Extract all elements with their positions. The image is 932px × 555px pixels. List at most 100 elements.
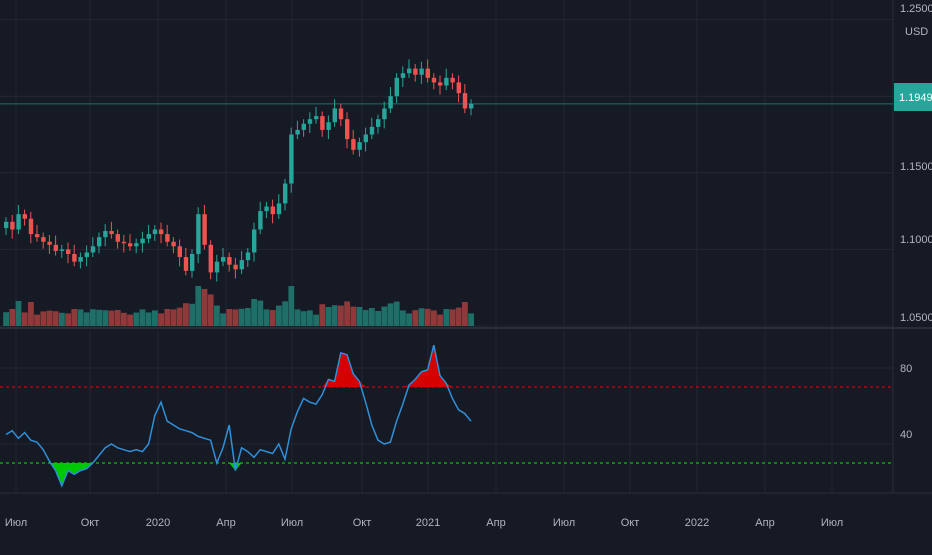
time-tick-label[interactable]: 2022: [685, 517, 709, 529]
volume-bar: [71, 309, 78, 326]
candle-body: [227, 257, 232, 265]
candle-body: [103, 231, 108, 238]
volume-bar: [307, 310, 313, 326]
volume-bar: [9, 309, 16, 326]
candle-body: [233, 264, 238, 270]
volume-bar: [269, 310, 276, 326]
volume-bar: [375, 311, 381, 326]
candle-body: [171, 241, 176, 247]
candle-body: [326, 122, 331, 130]
candle-body: [159, 229, 164, 235]
time-tick-label[interactable]: Окт: [81, 517, 100, 529]
time-tick-label[interactable]: Июл: [281, 517, 303, 529]
candle-body: [72, 253, 77, 262]
candle-body: [28, 218, 34, 235]
volume-bar: [381, 306, 388, 326]
candle-body: [202, 214, 207, 245]
candle-body: [456, 82, 461, 94]
volume-bar: [369, 308, 375, 326]
volume-bar: [356, 307, 363, 326]
volume-bar: [387, 303, 394, 326]
candle-body: [382, 108, 387, 120]
candle-body: [128, 243, 133, 247]
candle-body: [59, 249, 65, 251]
volume-bar: [232, 309, 239, 326]
volume-bar: [245, 308, 251, 326]
time-tick-label[interactable]: Апр: [216, 517, 235, 529]
candle-body: [146, 234, 151, 239]
volume-bar: [406, 313, 412, 326]
volume-bar: [121, 312, 127, 326]
volume-bar: [34, 314, 40, 326]
volume-bar: [3, 312, 10, 326]
volume-bar: [214, 305, 220, 326]
volume-bar: [207, 294, 214, 326]
volume-bar: [338, 305, 344, 326]
volume-bar: [431, 310, 437, 326]
volume-bar: [59, 312, 65, 326]
time-tick-label[interactable]: Окт: [621, 517, 640, 529]
volume-bar: [424, 308, 431, 326]
volume-bar: [40, 311, 47, 326]
currency-label[interactable]: USD: [905, 26, 928, 38]
volume-bar: [108, 310, 115, 326]
candle-body: [16, 214, 21, 230]
volume-bar: [313, 314, 319, 326]
volume-bar: [127, 314, 133, 326]
volume-bar: [362, 310, 369, 326]
candle-body: [332, 108, 337, 123]
volume-bar: [449, 309, 456, 326]
candle-body: [78, 257, 83, 262]
volume-bar: [443, 309, 450, 326]
time-tick-label[interactable]: Апр: [755, 517, 774, 529]
candle-body: [376, 119, 381, 127]
candle-body: [388, 96, 393, 109]
volume-bar: [319, 304, 326, 326]
candle-body: [41, 237, 46, 242]
candle-body: [407, 68, 412, 74]
price-tick-label[interactable]: 1.15000: [900, 161, 932, 173]
candle-body: [369, 126, 375, 135]
volume-bar: [294, 309, 301, 326]
time-tick-label[interactable]: Апр: [486, 517, 505, 529]
price-tick-label[interactable]: 1.05000: [900, 312, 932, 324]
candle-body: [165, 234, 170, 242]
candle-body: [276, 203, 282, 215]
candle-body: [109, 231, 114, 235]
candle-body: [301, 123, 306, 130]
time-tick-label[interactable]: Июл: [553, 517, 575, 529]
candle-body: [345, 119, 350, 140]
volume-bar: [15, 301, 22, 326]
candle-body: [196, 214, 201, 254]
candle-body: [239, 260, 244, 270]
time-tick-label[interactable]: 2021: [416, 517, 440, 529]
price-tick-label[interactable]: 1.25000: [900, 3, 932, 15]
time-tick-label[interactable]: Окт: [353, 517, 372, 529]
candle-body: [338, 108, 344, 120]
time-tick-label[interactable]: 2020: [146, 517, 170, 529]
volume-bar: [96, 309, 102, 326]
candle-body: [270, 206, 275, 215]
volume-bar: [102, 310, 109, 326]
volume-bar: [238, 308, 245, 326]
price-tick-label[interactable]: 1.10000: [900, 234, 932, 246]
rsi-line: [5, 345, 472, 488]
candle-body: [264, 206, 269, 212]
time-tick-label[interactable]: Июл: [821, 517, 843, 529]
rsi-overbought-fill: [6, 345, 471, 387]
volume-bar: [164, 309, 171, 326]
candle-body: [152, 229, 158, 235]
volume-bar: [83, 312, 90, 326]
axes-layer[interactable]: 1.25000 1.15000 1.10000 1.05000 USD 1.19499 80…: [5, 3, 932, 529]
candle-body: [438, 82, 443, 86]
candle-body: [295, 129, 300, 135]
grid-layer: [0, 0, 932, 494]
candle-body: [289, 134, 294, 184]
volume-bar: [183, 303, 189, 326]
rsi-tick-label[interactable]: 80: [900, 363, 912, 375]
rsi-tick-label[interactable]: 40: [900, 429, 912, 441]
candle-body: [10, 221, 15, 230]
time-tick-label[interactable]: Июл: [5, 517, 27, 529]
